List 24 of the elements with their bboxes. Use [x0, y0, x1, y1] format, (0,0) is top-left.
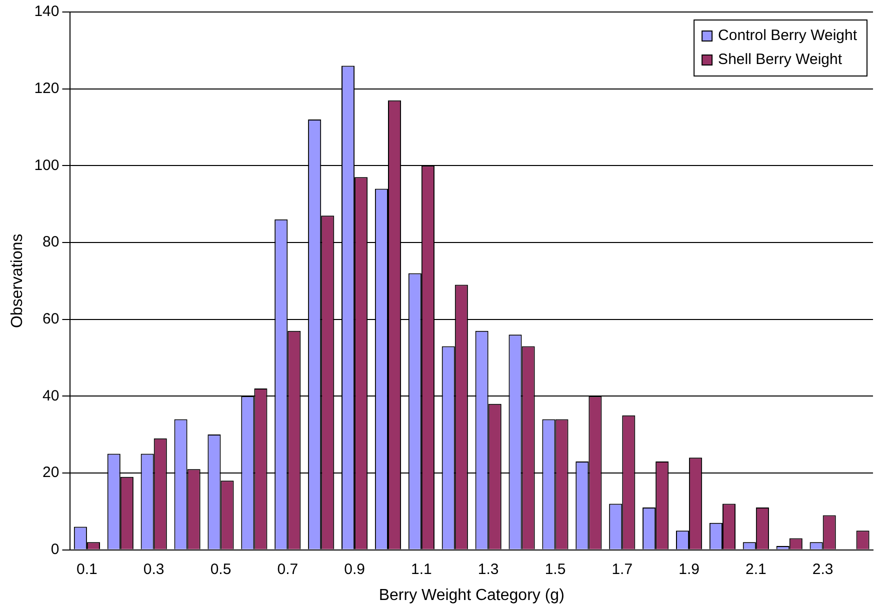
- x-tick-label: 1.1: [411, 560, 432, 578]
- y-tick-label: 20: [42, 464, 60, 482]
- x-tick-label: 1.7: [612, 560, 633, 578]
- x-tick-label: 0.3: [143, 560, 164, 578]
- y-tick-label: 120: [34, 80, 60, 97]
- x-axis-title: Berry Weight Category (g): [378, 586, 564, 604]
- x-tick-label: 1.9: [678, 560, 700, 578]
- y-axis-title: Observations: [9, 234, 26, 328]
- y-tick-label: 80: [42, 234, 60, 251]
- y-tick-label: 140: [34, 3, 60, 20]
- x-tick-label: 1.3: [478, 560, 499, 578]
- x-tick-label: 1.5: [544, 560, 566, 578]
- x-tick-label: 0.5: [210, 560, 232, 578]
- y-tick-label: 40: [42, 387, 60, 404]
- x-tick-label: 2.1: [746, 560, 766, 578]
- legend-label: Control Berry Weight: [718, 27, 858, 44]
- y-tick-label: 60: [42, 310, 60, 328]
- y-tick-label: 100: [34, 156, 60, 174]
- legend-label: Shell Berry Weight: [718, 51, 843, 68]
- y-tick-label: 0: [50, 540, 60, 558]
- x-tick-label: 0.7: [277, 560, 298, 578]
- x-tick-label: 2.3: [812, 560, 834, 578]
- x-tick-label: 0.9: [344, 560, 365, 578]
- x-tick-label: 0.1: [76, 560, 98, 578]
